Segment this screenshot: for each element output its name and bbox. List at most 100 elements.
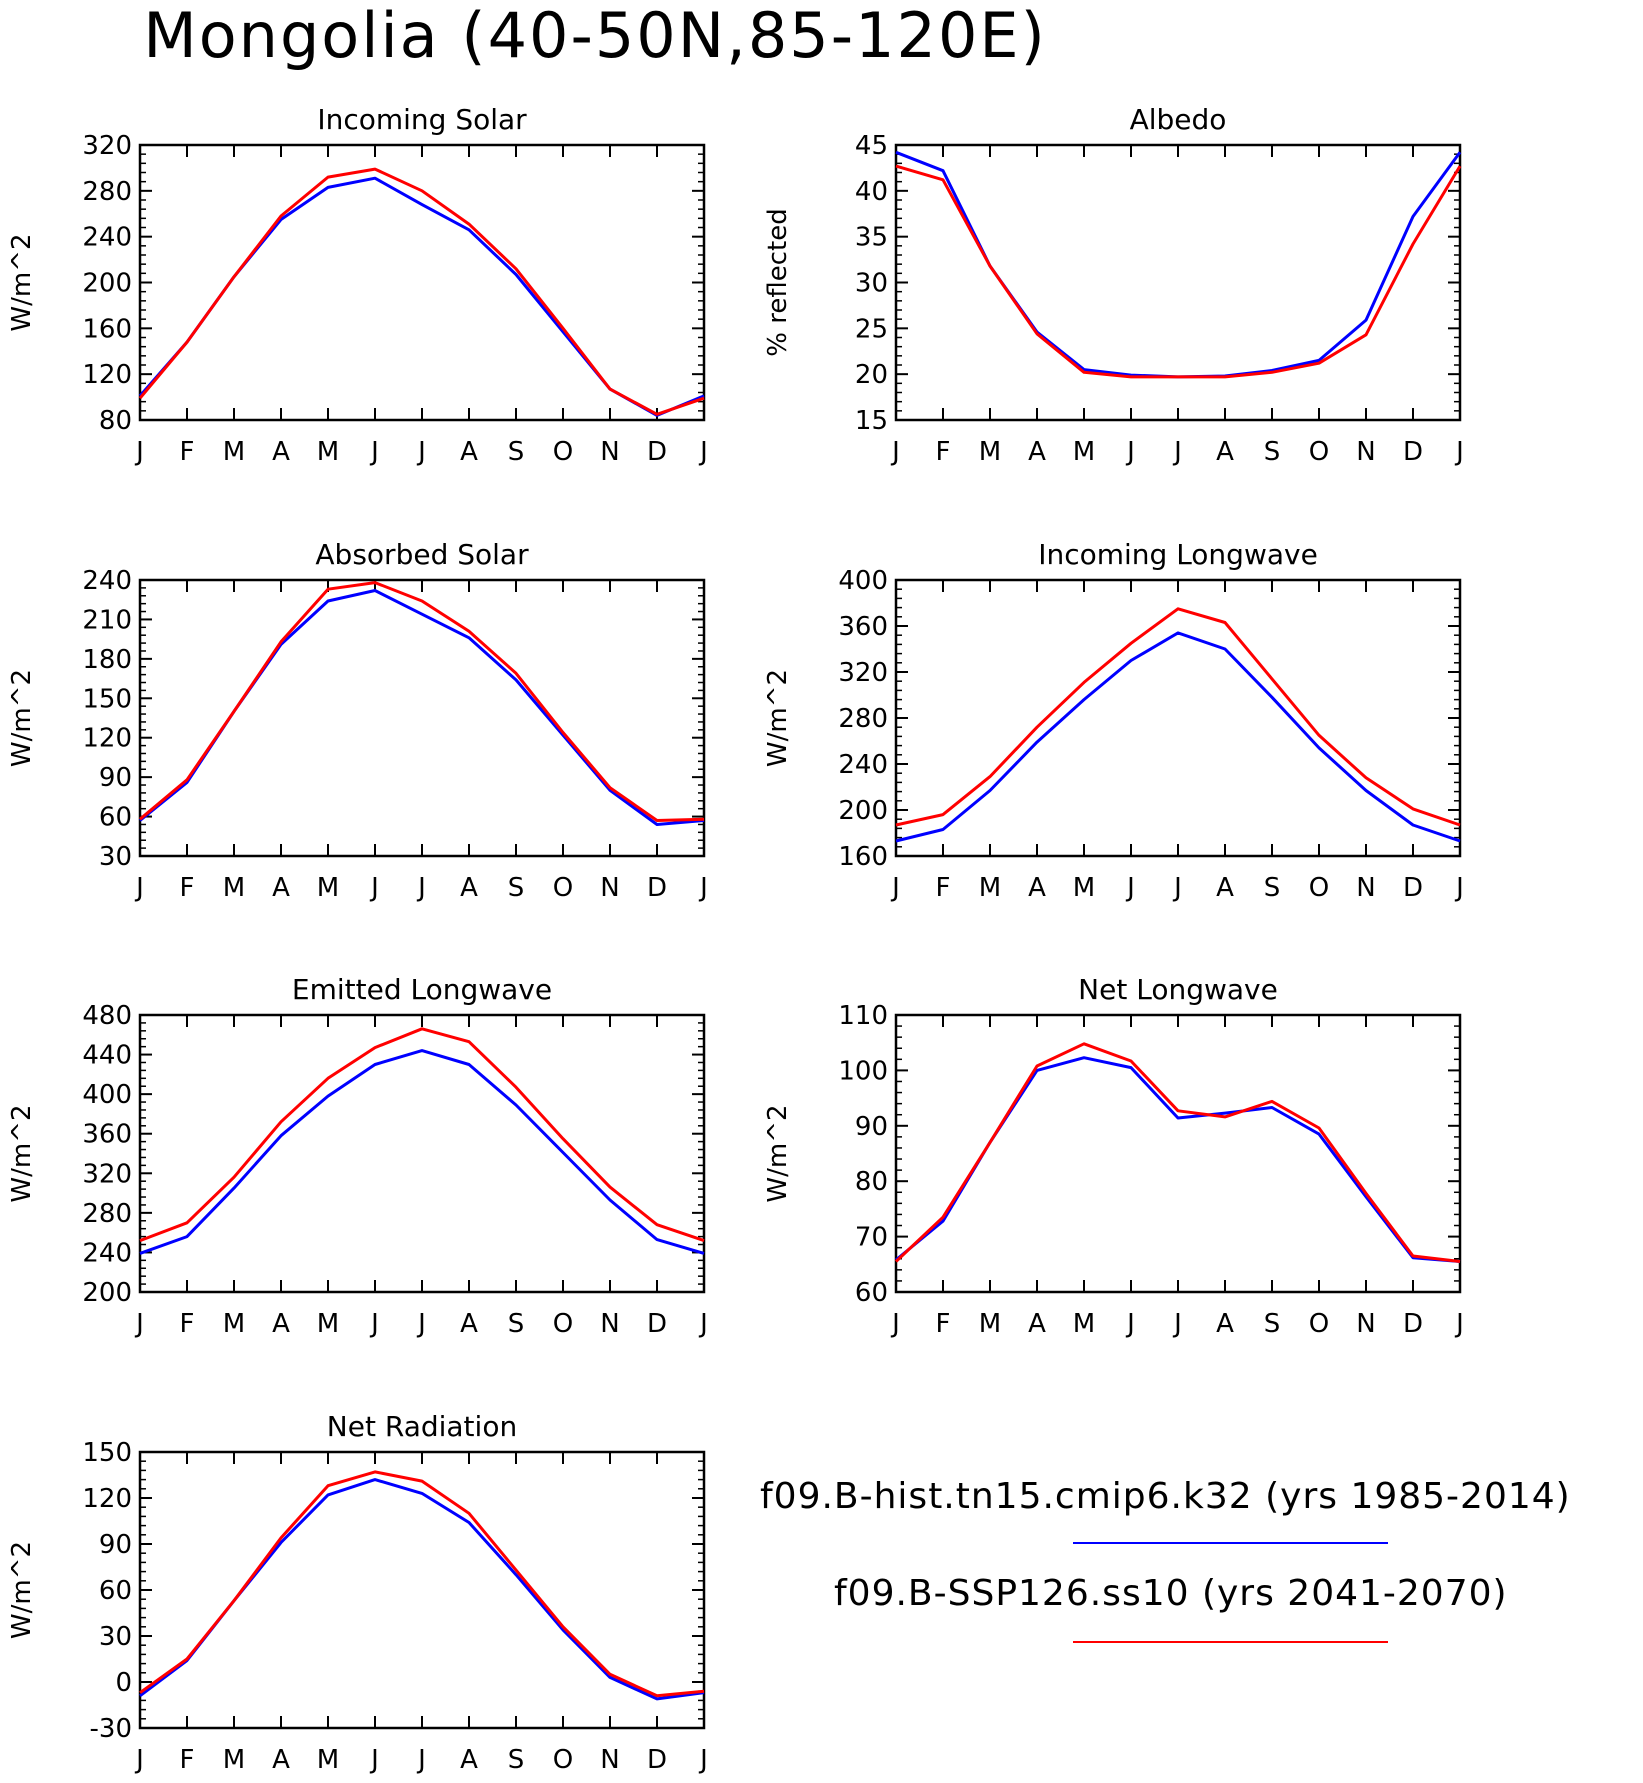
y-tick-label: 25 <box>855 314 888 344</box>
x-tick-label: M <box>979 1309 1001 1339</box>
x-tick-label: S <box>508 1745 525 1775</box>
chart-absorbed-solar: J F M A M J J A S O N D J306090120150180210240Absorb… <box>7 538 708 903</box>
chart-incoming-solar: J F M A M J J A S O N D J80120160200240280320Incomin… <box>7 103 708 467</box>
x-tick-label: D <box>647 1745 667 1775</box>
x-tick-label: M <box>979 873 1001 903</box>
y-axis-label: W/m^2 <box>763 1104 793 1202</box>
legend-label-hist: f09.B-hist.tn15.cmip6.k32 (yrs 1985-2014… <box>760 1476 1571 1517</box>
x-tick-label: J <box>1125 1309 1135 1339</box>
plot-frame <box>894 1013 1462 1294</box>
x-tick-label: J <box>890 873 900 903</box>
y-tick-label: 180 <box>82 645 132 675</box>
y-tick-label: 110 <box>838 1001 888 1031</box>
x-tick-label: F <box>936 437 951 467</box>
y-tick-label: 15 <box>855 406 888 436</box>
y-tick-label: 0 <box>115 1668 132 1698</box>
x-tick-label: J <box>1125 437 1135 467</box>
x-tick-label: A <box>1216 437 1234 467</box>
y-tick-label: 100 <box>838 1056 888 1086</box>
y-tick-label: 240 <box>838 750 888 780</box>
x-tick-label: O <box>553 1309 573 1339</box>
x-tick-label: O <box>1309 1309 1329 1339</box>
y-tick-label: 80 <box>99 406 132 436</box>
y-tick-label: 400 <box>82 1080 132 1110</box>
x-tick-label: J <box>369 1745 379 1775</box>
y-tick-label: 120 <box>82 1484 132 1514</box>
y-tick-label: 160 <box>838 842 888 872</box>
chart-panels: J F M A M J J A S O N D J80120160200240280320Incomin… <box>7 103 1464 1775</box>
legend: f09.B-hist.tn15.cmip6.k32 (yrs 1985-2014… <box>760 1476 1571 1643</box>
y-tick-label: 440 <box>82 1041 132 1071</box>
x-tick-label: J <box>416 873 426 903</box>
y-tick-label: 90 <box>99 763 132 793</box>
y-tick-label: 120 <box>82 724 132 754</box>
y-tick-label: 30 <box>855 269 888 299</box>
y-tick-label: 80 <box>855 1167 888 1197</box>
series-line-hist <box>139 1049 705 1255</box>
y-tick-label: 280 <box>82 177 132 207</box>
x-tick-label: A <box>272 1745 290 1775</box>
y-tick-label: 30 <box>99 1622 132 1652</box>
chart-title: Absorbed Solar <box>315 538 529 571</box>
y-tick-label: 70 <box>855 1223 888 1253</box>
y-axis-label: W/m^2 <box>7 1541 37 1639</box>
y-tick-label: 240 <box>82 1238 132 1268</box>
x-tick-label: A <box>460 873 478 903</box>
chart-title: Net Longwave <box>1078 973 1278 1006</box>
x-tick-label: A <box>272 1309 290 1339</box>
y-tick-label: 280 <box>82 1199 132 1229</box>
x-tick-label: N <box>1356 437 1375 467</box>
x-tick-label: O <box>553 873 573 903</box>
y-tick-label: 280 <box>838 704 888 734</box>
x-tick-label: D <box>647 437 667 467</box>
series-line-ssp <box>894 1042 1461 1263</box>
series-line-hist <box>895 150 1462 379</box>
y-tick-label: 200 <box>838 796 888 826</box>
series-line-hist <box>895 631 1461 843</box>
y-tick-label: 320 <box>82 1159 132 1189</box>
plot-frame <box>138 143 706 422</box>
x-tick-label: J <box>369 437 379 467</box>
y-tick-label: 20 <box>855 360 888 390</box>
x-tick-label: S <box>508 437 525 467</box>
y-tick-label: 60 <box>99 1576 132 1606</box>
x-tick-label: N <box>600 873 619 903</box>
x-tick-label: A <box>1028 437 1046 467</box>
plot-frame <box>138 578 706 858</box>
y-tick-label: 90 <box>99 1530 132 1560</box>
x-tick-label: A <box>460 1745 478 1775</box>
y-tick-label: 40 <box>855 177 888 207</box>
x-tick-label: J <box>1454 437 1464 467</box>
y-tick-label: 360 <box>82 1120 132 1150</box>
x-tick-label: J <box>698 1309 708 1339</box>
x-tick-label: O <box>1309 437 1329 467</box>
y-axis-label: % reflected <box>763 208 793 356</box>
chart-title: Albedo <box>1130 103 1227 136</box>
x-tick-label: M <box>223 1309 245 1339</box>
x-tick-label: M <box>317 873 339 903</box>
x-tick-label: S <box>1264 1309 1281 1339</box>
x-tick-label: A <box>272 437 290 467</box>
series-line-hist <box>139 589 705 826</box>
x-tick-label: S <box>508 1309 525 1339</box>
plot-frame <box>894 578 1462 858</box>
y-tick-label: 200 <box>82 269 132 299</box>
x-tick-label: S <box>1264 437 1281 467</box>
x-tick-label: J <box>1172 437 1182 467</box>
x-tick-label: M <box>1073 1309 1095 1339</box>
y-tick-label: 240 <box>82 223 132 253</box>
y-tick-label: 160 <box>82 314 132 344</box>
y-tick-label: 210 <box>82 605 132 635</box>
x-tick-label: M <box>223 437 245 467</box>
y-tick-label: 60 <box>855 1278 888 1308</box>
x-tick-label: M <box>317 1309 339 1339</box>
series-line-hist <box>139 1478 705 1701</box>
x-tick-label: J <box>698 1745 708 1775</box>
x-tick-label: A <box>1216 1309 1234 1339</box>
x-tick-label: J <box>416 437 426 467</box>
legend-label-ssp: f09.B-SSP126.ss10 (yrs 2041-2070) <box>834 1573 1508 1614</box>
x-tick-label: D <box>1403 873 1423 903</box>
series-line-ssp <box>895 607 1461 827</box>
series-line-ssp <box>895 164 1462 379</box>
